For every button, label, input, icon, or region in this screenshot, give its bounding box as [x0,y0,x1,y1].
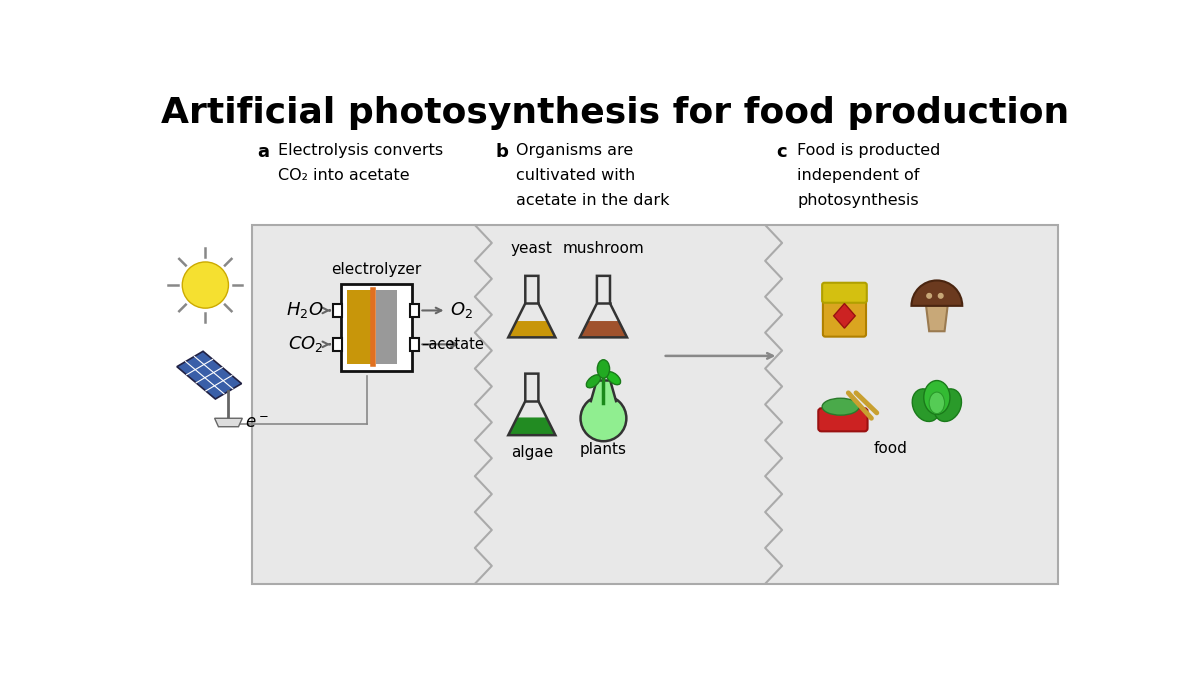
Text: Artificial photosynthesis for food production: Artificial photosynthesis for food produ… [161,97,1069,130]
Polygon shape [590,380,616,401]
Text: $H_2O$: $H_2O$ [286,300,323,321]
Text: Organisms are: Organisms are [516,142,634,157]
FancyBboxPatch shape [822,283,866,303]
Text: electrolyzer: electrolyzer [331,263,421,277]
Bar [334,338,342,350]
Text: –acetate: –acetate [421,337,484,352]
Polygon shape [834,304,856,328]
Text: c: c [776,142,787,161]
Bar [376,290,397,364]
Polygon shape [580,321,628,338]
Text: Electrolysis converts: Electrolysis converts [277,142,443,157]
Polygon shape [509,321,556,338]
Polygon shape [509,417,556,435]
Bar [410,304,420,317]
Bar [334,304,342,317]
Text: Food is producted: Food is producted [798,142,941,157]
Ellipse shape [934,389,961,421]
Text: cultivated with: cultivated with [516,168,636,183]
FancyBboxPatch shape [252,225,1057,584]
Ellipse shape [929,392,944,414]
Circle shape [182,262,228,308]
Text: $O_2$: $O_2$ [450,300,473,321]
Ellipse shape [924,381,950,414]
FancyBboxPatch shape [341,284,412,371]
Text: b: b [496,142,509,161]
Text: a: a [257,142,269,161]
Text: photosynthesis: photosynthesis [798,192,919,208]
Text: acetate in the dark: acetate in the dark [516,192,670,208]
Polygon shape [176,351,241,399]
Polygon shape [215,418,242,427]
Circle shape [938,294,943,298]
Ellipse shape [598,360,610,378]
Bar [410,338,420,350]
Text: algae: algae [511,445,553,460]
Text: independent of: independent of [798,168,920,183]
Ellipse shape [606,372,620,385]
Ellipse shape [822,398,859,415]
Text: $e^-$: $e^-$ [245,414,269,432]
Circle shape [581,396,626,441]
Ellipse shape [587,375,600,388]
Text: $CO_2$: $CO_2$ [288,334,323,354]
FancyBboxPatch shape [823,296,866,337]
Text: yeast: yeast [511,240,553,256]
Circle shape [926,294,931,298]
Polygon shape [926,306,948,331]
Ellipse shape [912,389,940,421]
FancyBboxPatch shape [818,408,868,431]
Text: plants: plants [580,441,626,456]
Text: CO₂ into acetate: CO₂ into acetate [277,168,409,183]
Wedge shape [912,280,962,306]
Text: mushroom: mushroom [563,240,644,256]
Bar [347,290,371,364]
Text: food: food [874,441,907,456]
